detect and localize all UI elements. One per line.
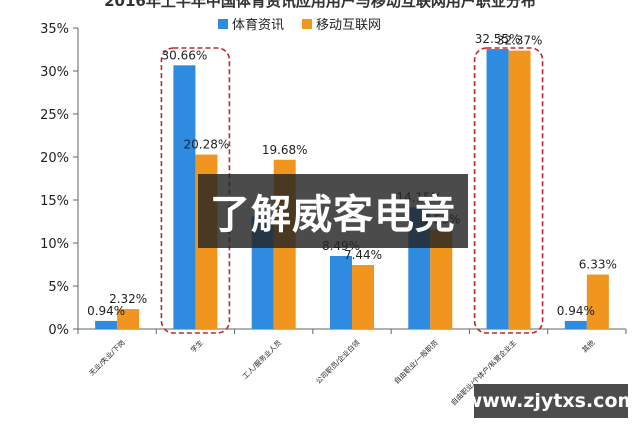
y-axis: 0% 5% 10% 15% 20% 25% 30% 35% (40, 22, 79, 338)
highlight-box (473, 47, 544, 334)
bar-sports (173, 65, 196, 329)
data-label: 30.66% (162, 48, 208, 62)
y-tick-label: 20% (40, 151, 69, 166)
y-tick-label: 10% (40, 237, 69, 252)
bar-mobile (508, 50, 531, 329)
overlay-text: 了解威客电竞 (210, 192, 456, 238)
bar-mobile (586, 274, 609, 329)
chart-title: 2016年上半年中国体育资讯应用用户与移动互联网用户职业分布 (104, 0, 536, 10)
watermark-text: www.zjytxs.com (464, 390, 638, 412)
bar-sports (486, 49, 509, 329)
bar-sports (564, 320, 587, 329)
y-tick-label: 0% (48, 323, 69, 338)
data-label: 0.94% (557, 304, 595, 318)
x-tick-label: 工人/服务业人员 (240, 338, 283, 381)
data-label: 7.44% (344, 248, 382, 262)
legend-label: 移动互联网 (316, 18, 381, 33)
x-tick-label: 其他 (580, 338, 596, 354)
legend-label: 体育资讯 (232, 17, 284, 33)
x-tick-label: 无业/失业/下岗 (87, 338, 126, 377)
bar-mobile (430, 229, 453, 329)
legend-swatch (218, 19, 228, 29)
legend: 体育资讯 移动互联网 (218, 17, 381, 33)
x-tick-label: 学生 (189, 338, 205, 354)
x-tick-label: 自由职业/一般职员 (392, 338, 440, 386)
bar-sports (330, 255, 352, 329)
y-tick-label: 35% (40, 22, 69, 37)
data-label: 2.32% (109, 292, 147, 306)
data-label: 0.94% (87, 304, 125, 318)
bar-mobile (352, 265, 374, 329)
overlay-banner: 了解威客电竞 (198, 174, 468, 248)
data-label: 32.37% (497, 34, 543, 48)
y-tick-label: 25% (40, 108, 69, 123)
data-label: 19.68% (262, 143, 308, 157)
y-tick-label: 15% (40, 194, 69, 209)
legend-swatch (302, 19, 312, 29)
bar-sports (95, 320, 118, 329)
watermark-badge: www.zjytxs.com (465, 384, 637, 418)
x-tick-label: 公司职员/企业白领 (314, 338, 362, 386)
data-label: 6.33% (579, 258, 617, 272)
y-tick-label: 5% (48, 280, 69, 295)
y-tick-label: 30% (40, 65, 69, 80)
data-label: 20.28% (184, 138, 230, 152)
bar-mobile (117, 309, 140, 329)
data-label: 32.55% (475, 32, 521, 46)
